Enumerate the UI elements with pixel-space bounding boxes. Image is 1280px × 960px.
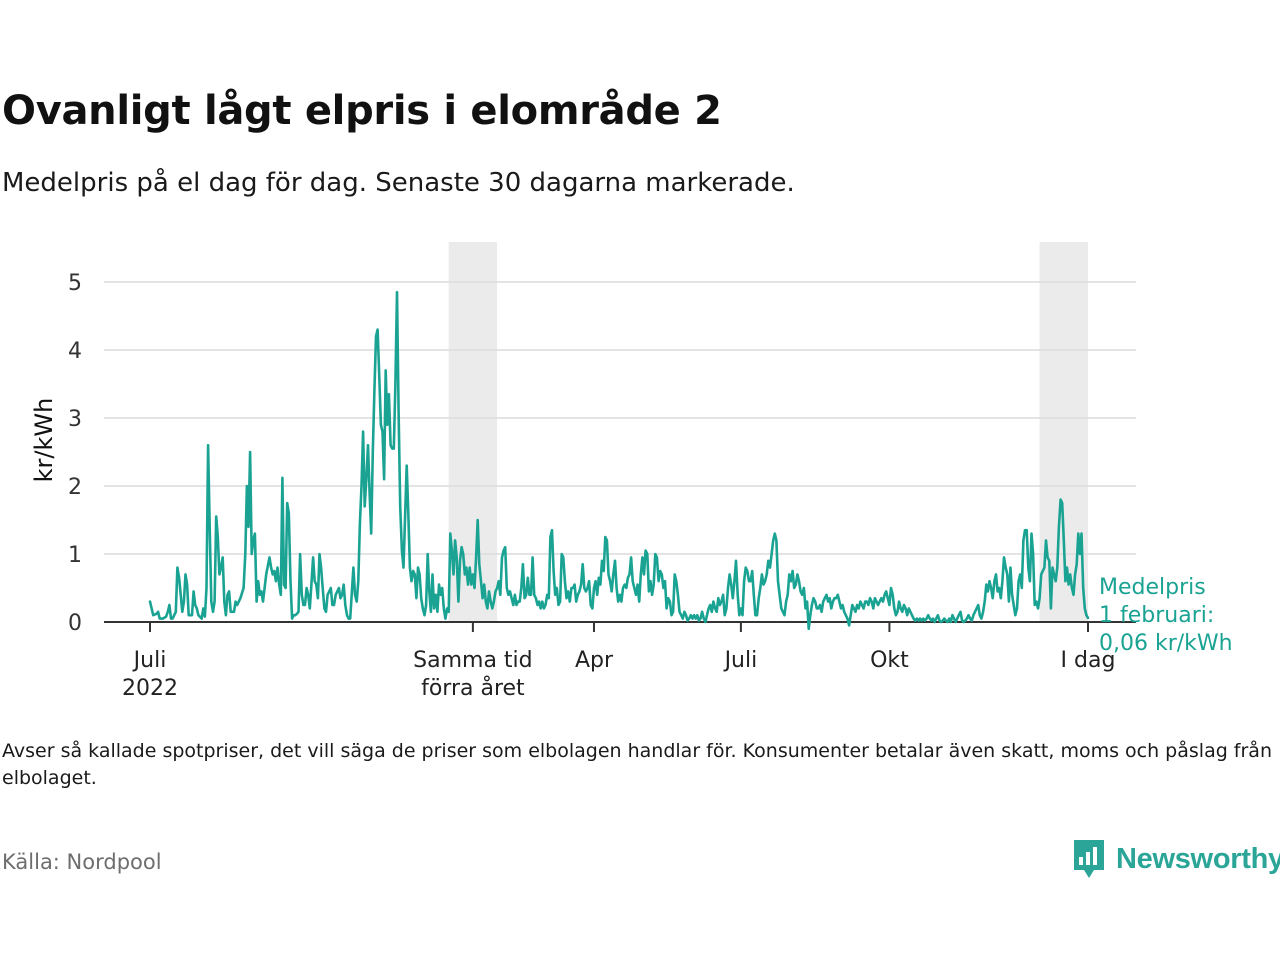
footnote: Avser så kallade spotpriser, det vill sä… (2, 740, 1272, 789)
y-tick-label-0: 0 (68, 611, 82, 636)
source-label: Källa: Nordpool (2, 850, 162, 874)
latest-value-annotation: Medelpris 1 februari: 0,06 kr/kWh (1099, 575, 1233, 656)
x-tick-label-4: Juli (723, 648, 758, 673)
y-tick-label-2: 2 (68, 475, 82, 500)
x-tick-label-5: Okt (870, 648, 909, 673)
newsworthy-logo-icon (1074, 840, 1104, 878)
series-line-1 (148, 290, 1090, 631)
x-tick-label-2: Samma tid förra året (413, 648, 533, 701)
x-tick-label-1: Juli 2022 (122, 648, 178, 701)
y-tick-label-5: 5 (68, 271, 82, 296)
y-tick-label-1: 1 (68, 543, 82, 568)
chart-subtitle: Medelpris på el dag för dag. Senaste 30 … (2, 168, 795, 198)
x-tick-label-6: I dag (1061, 648, 1116, 673)
y-tick-label-4: 4 (68, 339, 82, 364)
newsworthy-logo: Newsworthy (1072, 838, 1280, 880)
y-axis-label: kr/kWh (30, 398, 58, 483)
logo-text: Newsworthy (1116, 842, 1280, 875)
x-tick-label-3: Apr (575, 648, 614, 673)
y-tick-label-3: 3 (68, 407, 82, 432)
chart-title: Ovanligt lågt elpris i elområde 2 (2, 88, 722, 134)
line-chart: 0 1 2 3 4 5 kr/kWh Juli 2022 Samma tid förra året A… (30, 242, 1233, 701)
